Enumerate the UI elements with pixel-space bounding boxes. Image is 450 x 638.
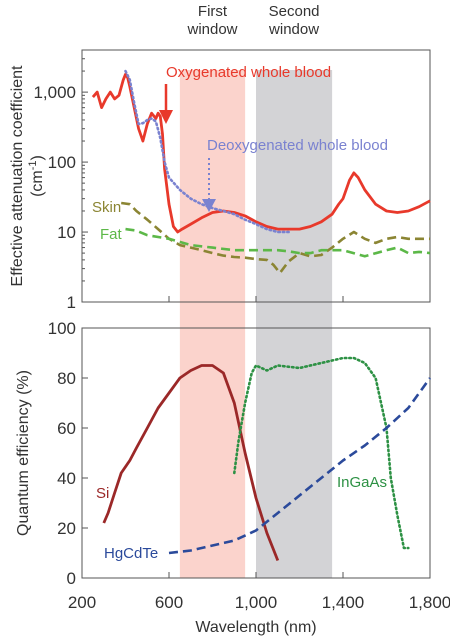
label-ingaas: InGaAs xyxy=(337,474,387,491)
label-fat: Fat xyxy=(100,226,123,243)
y-axis-label: Effective attenuation coefficient xyxy=(9,65,26,286)
window-1-label-line-2: window xyxy=(186,21,237,38)
x-tick-label: 600 xyxy=(155,593,183,612)
x-tick-label: 1,800 xyxy=(409,593,450,612)
quantum-efficiency-panel: 0 20 40 60 80 100 Quantum efficiency (%) xyxy=(15,319,432,588)
series-hgcdte xyxy=(168,377,432,555)
y-tick-label: 60 xyxy=(57,419,76,438)
label-si: Si xyxy=(96,485,109,502)
y-tick-label: 40 xyxy=(57,469,76,488)
y-tick-label: 100 xyxy=(48,153,76,172)
wavelength-axis: 200 600 1,000 1,400 1,800 Wavelength (nm) xyxy=(68,593,450,636)
window-2-label-line-1: Second xyxy=(269,3,320,20)
x-tick-label: 200 xyxy=(68,593,96,612)
y-tick-label: 1 xyxy=(67,293,76,312)
window-band-1 xyxy=(179,70,246,578)
label-oxygenated-blood: Oxygenated whole blood xyxy=(166,64,331,81)
window-2-label-line-2: window xyxy=(268,21,319,38)
y-axis-unit: (cm-1) xyxy=(27,155,46,197)
label-deoxygenated-blood: Deoxygenated whole blood xyxy=(207,137,388,154)
y-axis-label: Quantum efficiency (%) xyxy=(15,370,32,536)
series-ingaas xyxy=(233,356,410,550)
window-1-label-line-1: First xyxy=(198,3,228,20)
label-skin: Skin xyxy=(92,199,121,216)
series-fat xyxy=(125,227,431,258)
window-band-2 xyxy=(256,70,333,578)
series-si xyxy=(102,364,280,562)
y-tick-label: 1,000 xyxy=(33,83,76,102)
annotations: Oxygenated whole blood Deoxygenated whol… xyxy=(92,64,388,562)
y-tick-label: 80 xyxy=(57,369,76,388)
attenuation-panel: 1 10 100 1,000 Effective attenuation coeffic… xyxy=(9,49,431,312)
series-oxygenated-whole-blood xyxy=(91,72,431,234)
x-tick-label: 1,000 xyxy=(235,593,278,612)
series-deoxygenated-whole-blood xyxy=(124,69,290,234)
x-axis-label: Wavelength (nm) xyxy=(195,619,316,636)
y-tick-label: 20 xyxy=(57,519,76,538)
y-tick-label: 0 xyxy=(67,569,76,588)
deoxygenated-arrow xyxy=(202,158,216,212)
oxygenated-arrow xyxy=(159,84,173,124)
label-hgcdte: HgCdTe xyxy=(104,545,158,562)
y-tick-label: 10 xyxy=(57,223,76,242)
y-tick-label: 100 xyxy=(48,319,76,338)
x-tick-label: 1,400 xyxy=(322,593,365,612)
